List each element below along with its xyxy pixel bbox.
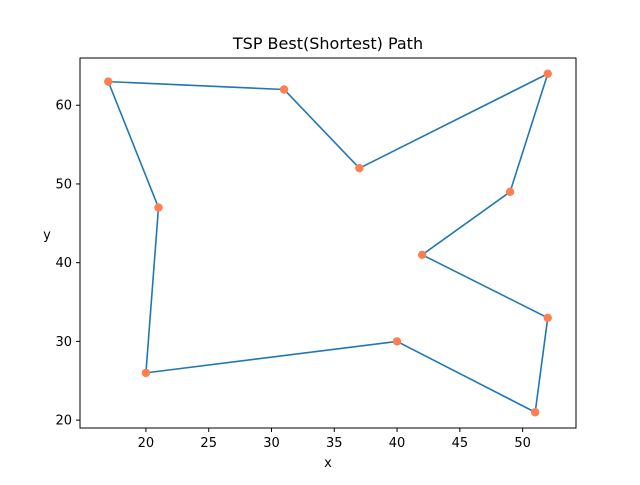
chart-title: TSP Best(Shortest) Path bbox=[232, 34, 423, 53]
y-tick-label: 50 bbox=[55, 177, 72, 192]
city-point bbox=[279, 85, 289, 94]
x-tick-label: 35 bbox=[326, 436, 343, 451]
city-point bbox=[505, 187, 515, 197]
axis-ticks: 20 25 30 35 40 45 50 20 30 40 50 60 bbox=[55, 99, 530, 451]
y-axis-title: y bbox=[43, 228, 51, 243]
x-tick-label: 30 bbox=[263, 436, 280, 451]
y-tick-label: 40 bbox=[55, 256, 72, 271]
x-tick-label: 25 bbox=[200, 436, 217, 451]
y-tick-label: 30 bbox=[55, 335, 72, 350]
y-tick-label: 20 bbox=[55, 414, 72, 429]
axes-frame bbox=[79, 57, 577, 429]
city-point bbox=[530, 408, 540, 417]
x-tick-label: 45 bbox=[452, 436, 469, 451]
city-point bbox=[154, 203, 163, 212]
path-line bbox=[107, 72, 549, 414]
x-tick-label: 20 bbox=[138, 436, 155, 451]
city-point bbox=[417, 250, 427, 260]
city-point bbox=[543, 313, 552, 322]
city-point bbox=[392, 337, 402, 346]
x-tick-label: 50 bbox=[514, 436, 531, 451]
city-point bbox=[104, 77, 113, 86]
city-point bbox=[355, 164, 364, 173]
y-tick-label: 60 bbox=[55, 99, 72, 114]
city-point bbox=[141, 368, 151, 378]
x-axis-title: x bbox=[324, 456, 332, 471]
x-tick-label: 40 bbox=[389, 436, 406, 451]
plot-area bbox=[104, 69, 552, 417]
city-point bbox=[543, 69, 552, 78]
